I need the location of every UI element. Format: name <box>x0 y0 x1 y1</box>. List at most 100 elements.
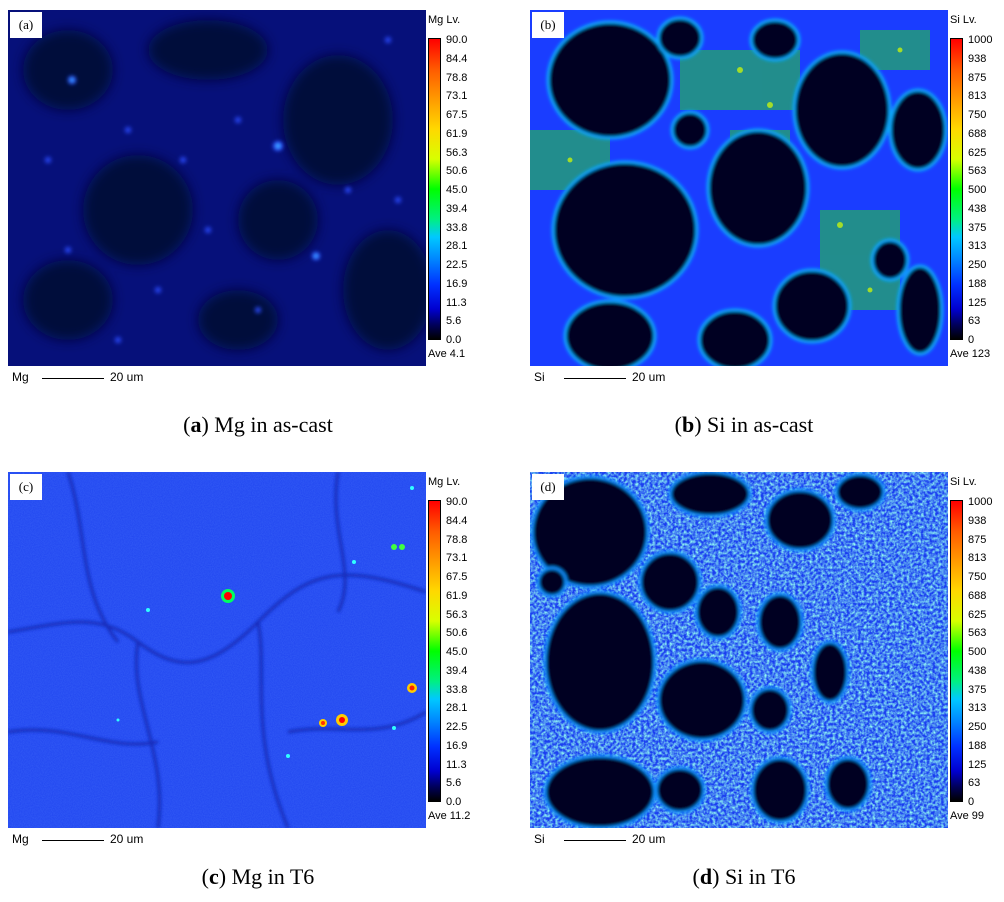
average-value: Ave 11.2 <box>428 810 471 822</box>
scale-tick: 28.1 <box>446 240 468 253</box>
caption-letter: d <box>699 864 713 889</box>
caption-letter: a <box>190 412 202 437</box>
scale-tick: 813 <box>968 90 987 103</box>
scale-tick: 16.9 <box>446 739 468 752</box>
panel-label: (a) <box>10 12 42 38</box>
scale-title: Si Lv. <box>950 476 977 488</box>
scale-tick: 563 <box>968 165 987 178</box>
scale-tick: 67.5 <box>446 109 468 121</box>
scale-tick: 33.8 <box>446 221 468 234</box>
scale-tick: 90.0 <box>446 496 468 508</box>
scale-tick: 39.4 <box>446 664 468 677</box>
scale-title: Mg Lv. <box>428 476 461 488</box>
element-label: Mg <box>12 832 29 846</box>
color-scale-ticks: 1000 938 875 813 750 688 625 563 500 438… <box>968 32 1004 346</box>
element-label: Si <box>534 370 545 384</box>
scale-tick: 84.4 <box>446 52 468 65</box>
scale-bar-line <box>42 840 104 841</box>
caption-text: ) Mg in as-cast <box>201 412 333 437</box>
scale-title: Mg Lv. <box>428 14 461 26</box>
scale-title: Si Lv. <box>950 14 977 26</box>
panel-label: (b) <box>532 12 564 38</box>
scale-tick: 16.9 <box>446 277 468 290</box>
scale-tick: 813 <box>968 552 987 565</box>
scale-tick: 50.6 <box>446 165 468 178</box>
average-value: Ave 123 <box>950 348 991 360</box>
scale-tick: 22.5 <box>446 721 468 733</box>
scale-tick: 750 <box>968 109 987 121</box>
scale-tick: 28.1 <box>446 702 468 715</box>
scale-bar-line <box>564 378 626 379</box>
scale-tick: 875 <box>968 71 987 84</box>
scale-bar-length: 20 um <box>632 370 666 384</box>
scale-tick: 73.1 <box>446 90 468 103</box>
scale-tick: 0 <box>968 334 975 346</box>
scale-tick: 0 <box>968 796 975 808</box>
si-map-as-cast <box>530 10 948 366</box>
scale-tick: 78.8 <box>446 533 468 546</box>
panel-b: (b) Si Lv. 1000 938 875 813 750 688 625 … <box>530 10 1000 390</box>
scale-tick: 0.0 <box>446 796 462 808</box>
scale-tick: 188 <box>968 739 987 752</box>
scale-tick: 0.0 <box>446 334 462 346</box>
scale-tick: 56.3 <box>446 608 468 621</box>
scale-tick: 125 <box>968 296 987 309</box>
scale-tick: 625 <box>968 146 987 159</box>
scale-tick: 5.6 <box>446 315 462 328</box>
scale-tick: 11.3 <box>446 758 467 771</box>
scale-tick: 375 <box>968 683 987 696</box>
panel-label: (c) <box>10 474 42 500</box>
scale-tick: 56.3 <box>446 146 468 159</box>
scale-tick: 250 <box>968 721 987 733</box>
color-scale-bar <box>428 38 441 340</box>
scale-tick: 1000 <box>968 34 993 46</box>
panel-a: (a) Mg Lv. 90.0 84.4 78.8 73.1 67.5 61.9… <box>8 10 508 390</box>
color-scale-ticks: 90.0 84.4 78.8 73.1 67.5 61.9 56.3 50.6 … <box>446 494 506 808</box>
scale-tick: 67.5 <box>446 571 468 583</box>
mg-map-as-cast <box>8 10 426 366</box>
scale-tick: 90.0 <box>446 34 468 46</box>
scale-tick: 50.6 <box>446 627 468 640</box>
scale-tick: 250 <box>968 259 987 271</box>
scale-tick: 875 <box>968 533 987 546</box>
scale-bar-length: 20 um <box>110 370 144 384</box>
scale-tick: 5.6 <box>446 777 462 790</box>
scale-tick: 500 <box>968 646 987 658</box>
scale-tick: 61.9 <box>446 127 468 140</box>
scale-tick: 313 <box>968 702 987 715</box>
caption-d: (d) Si in T6 <box>692 864 796 889</box>
caption-letter: c <box>209 864 219 889</box>
caption-letter: b <box>681 412 695 437</box>
caption-a: (a) Mg in as-cast <box>183 412 333 437</box>
scale-tick: 1000 <box>968 496 993 508</box>
scale-bar-length: 20 um <box>632 832 666 846</box>
scale-tick: 625 <box>968 608 987 621</box>
scale-tick: 438 <box>968 202 987 215</box>
element-label: Mg <box>12 370 29 384</box>
color-scale-bar <box>428 500 441 802</box>
scale-tick: 39.4 <box>446 202 468 215</box>
scale-bar-length: 20 um <box>110 832 144 846</box>
scale-tick: 188 <box>968 277 987 290</box>
scale-tick: 33.8 <box>446 683 468 696</box>
scale-bar-line <box>564 840 626 841</box>
panel-c: (c) Mg Lv. 90.0 84.4 78.8 73.1 67.5 61.9… <box>8 472 508 852</box>
scale-tick: 63 <box>968 777 981 790</box>
color-scale-ticks: 1000 938 875 813 750 688 625 563 500 438… <box>968 494 1004 808</box>
scale-tick: 750 <box>968 571 987 583</box>
scale-tick: 73.1 <box>446 552 468 565</box>
scale-tick: 563 <box>968 627 987 640</box>
color-scale-bar <box>950 38 963 340</box>
scale-tick: 125 <box>968 758 987 771</box>
caption-text: ) Mg in T6 <box>218 864 315 889</box>
scale-tick: 938 <box>968 52 987 65</box>
caption-c: (c) Mg in T6 <box>201 864 315 889</box>
scale-tick: 45.0 <box>446 646 468 658</box>
scale-tick: 84.4 <box>446 514 468 527</box>
panel-d: (d) Si Lv. 1000 938 875 813 750 688 625 … <box>530 472 1000 852</box>
scale-tick: 61.9 <box>446 589 468 602</box>
color-scale-bar <box>950 500 963 802</box>
color-scale-ticks: 90.0 84.4 78.8 73.1 67.5 61.9 56.3 50.6 … <box>446 32 506 346</box>
element-label: Si <box>534 832 545 846</box>
caption-text: ) Si in as-cast <box>694 412 814 437</box>
